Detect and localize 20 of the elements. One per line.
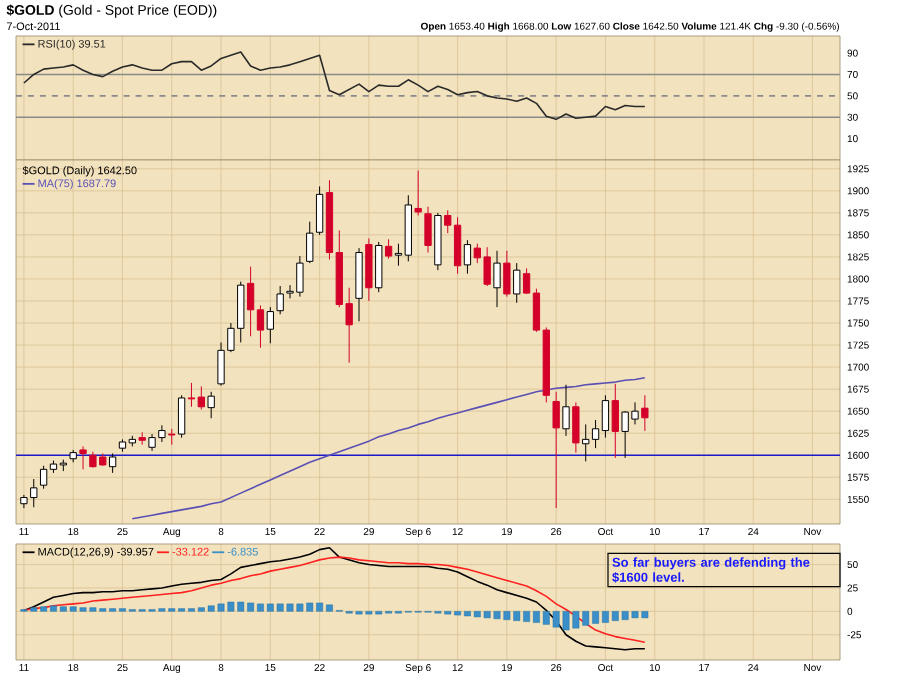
candlestick bbox=[365, 238, 373, 302]
candlestick bbox=[513, 262, 521, 304]
candlestick bbox=[611, 383, 619, 459]
candlestick bbox=[108, 453, 117, 474]
candlestick bbox=[207, 391, 215, 419]
candlestick bbox=[493, 250, 501, 308]
candlestick bbox=[552, 391, 560, 509]
candlestick bbox=[266, 306, 274, 344]
candlestick bbox=[384, 238, 393, 260]
candlestick bbox=[641, 394, 649, 432]
candlestick bbox=[355, 247, 363, 322]
candlestick bbox=[424, 206, 432, 254]
candlestick bbox=[414, 170, 422, 217]
candlestick bbox=[177, 394, 186, 439]
candlestick bbox=[375, 241, 383, 293]
candlestick bbox=[79, 446, 87, 470]
candlestick bbox=[463, 239, 472, 275]
candlestick bbox=[572, 402, 580, 454]
candlestick bbox=[503, 250, 511, 298]
candlestick bbox=[562, 384, 570, 437]
